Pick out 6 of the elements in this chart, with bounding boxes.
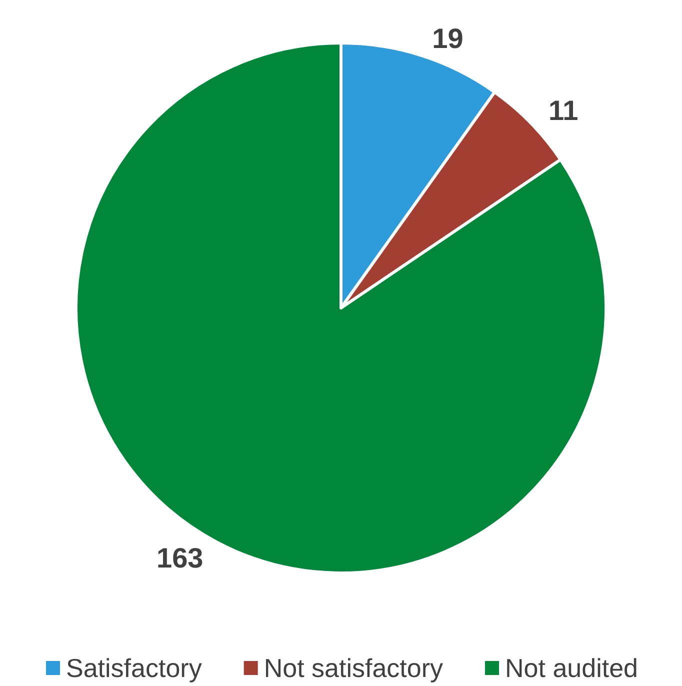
data-label: 19 — [432, 22, 464, 54]
legend-label: Not audited — [505, 653, 638, 683]
legend-label: Satisfactory — [66, 653, 202, 683]
data-label: 11 — [548, 94, 578, 126]
data-label: 163 — [156, 542, 204, 574]
legend-label: Not satisfactory — [264, 653, 444, 683]
